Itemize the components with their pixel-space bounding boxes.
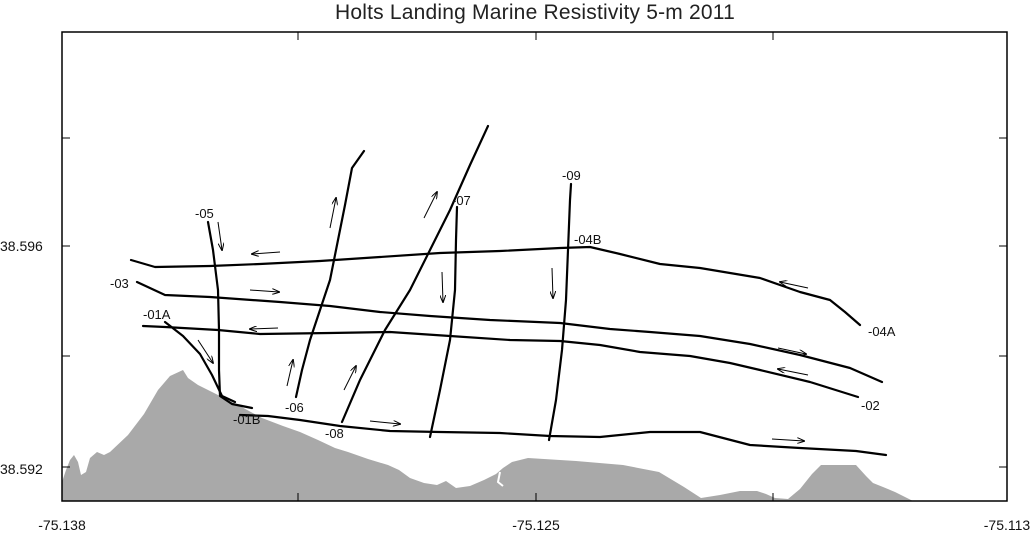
line-label-07: -07: [452, 193, 471, 208]
direction-arrows: [197, 192, 809, 441]
tick-marks: [62, 32, 1007, 501]
shoreline-land: [62, 370, 913, 501]
survey-line-07: [428, 205, 459, 439]
survey-line-04: [129, 245, 862, 327]
survey-line-01A-diag: [163, 320, 237, 404]
line-label-09: -09: [562, 168, 581, 183]
line-label-01B: -01B: [233, 412, 260, 427]
map-frame: [61, 31, 1008, 502]
survey-line-09: [547, 182, 573, 442]
line-label-02: -02: [861, 398, 880, 413]
shoreline-notch: [496, 471, 504, 487]
line-label-05: -05: [195, 206, 214, 221]
y-tick-label-38-596: 38.596: [0, 238, 43, 254]
line-label-06: -06: [285, 400, 304, 415]
map-title: Holts Landing Marine Resistivity 5-m 201…: [335, 1, 735, 24]
y-tick-label-38-592: 38.592: [0, 461, 43, 477]
survey-line-05: [206, 220, 254, 410]
x-tick-label-75-125: -75.125: [512, 517, 560, 533]
x-tick-label-75-138: -75.138: [38, 517, 86, 533]
survey-line-08: [340, 124, 490, 424]
line-label-01A: -01A: [143, 307, 171, 322]
survey-line-03: [135, 280, 884, 384]
line-label-04B: -04B: [574, 232, 601, 247]
line-label-08: -08: [325, 426, 344, 441]
x-tick-label-75-113: -75.113: [984, 517, 1031, 533]
survey-line-06: [294, 149, 366, 399]
survey-line-01A: [141, 324, 860, 399]
line-label-04A: -04A: [868, 324, 896, 339]
line-label-03: -03: [110, 276, 129, 291]
